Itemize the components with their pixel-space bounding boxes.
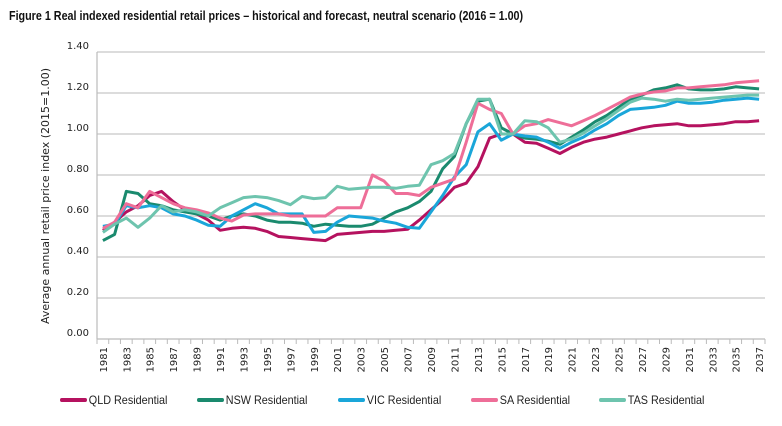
- x-tick-label: 2019: [544, 347, 555, 372]
- legend-swatch: [470, 398, 498, 402]
- x-axis-ticks: 1981 1983 1985 1987 1989 1991 1993 1995 1997 1999…: [96, 339, 766, 372]
- x-tick-label: 2031: [685, 347, 696, 372]
- x-tick-label: 2027: [638, 347, 649, 372]
- legend-swatch: [598, 398, 626, 402]
- x-tick-label: 2005: [380, 347, 391, 372]
- y-tick-label: 0.20: [67, 287, 89, 298]
- legend: QLD Residential NSW Residential VIC Reside…: [60, 393, 716, 407]
- series-line-tas-residential: [102, 93, 760, 234]
- legend-label: VIC Residential: [366, 393, 442, 407]
- x-tick-label: 2011: [450, 347, 461, 372]
- legend-item: QLD Residential: [60, 393, 167, 407]
- legend-item: NSW Residential: [197, 393, 308, 407]
- gridlines: [96, 51, 765, 340]
- x-tick-label: 1993: [239, 347, 250, 372]
- legend-swatch: [197, 398, 225, 402]
- legend-item: VIC Residential: [338, 393, 441, 407]
- legend-label: QLD Residential: [88, 393, 168, 407]
- x-tick-label: 2021: [568, 347, 579, 372]
- x-tick-label: 2003: [357, 347, 368, 372]
- legend-label: TAS Residential: [627, 393, 705, 407]
- x-tick-label: 1989: [193, 347, 204, 372]
- x-tick-label: 1987: [169, 347, 180, 372]
- x-tick-label: 2007: [404, 347, 415, 372]
- x-tick-label: 2035: [732, 347, 743, 372]
- y-axis-ticks: 0.00 0.20 0.40 0.60 0.80 1.00 1.20 1.40: [67, 41, 89, 339]
- legend-label: SA Residential: [499, 393, 570, 407]
- x-tick-label: 2023: [591, 347, 602, 372]
- x-tick-label: 2015: [497, 347, 508, 372]
- y-tick-label: 0.00: [67, 328, 89, 339]
- x-tick-label: 2013: [474, 347, 485, 372]
- x-tick-label: 1981: [99, 347, 110, 372]
- y-tick-label: 1.00: [67, 123, 89, 134]
- series-line-sa-residential: [102, 79, 760, 230]
- x-tick-label: 2017: [521, 347, 532, 372]
- x-tick-label: 1995: [263, 347, 274, 372]
- series-lines: [102, 79, 760, 243]
- chart-title: Figure 1 Real indexed residential retail…: [9, 9, 524, 23]
- y-tick-label: 0.60: [67, 205, 89, 216]
- x-tick-label: 2029: [661, 347, 672, 372]
- x-tick-label: 2037: [755, 347, 766, 372]
- x-tick-label: 1985: [146, 347, 157, 372]
- x-tick-label: 2001: [333, 347, 344, 372]
- legend-swatch: [60, 398, 87, 402]
- x-tick-label: 2009: [427, 347, 438, 372]
- y-tick-label: 1.20: [67, 82, 89, 93]
- x-tick-label: 1997: [286, 347, 297, 372]
- y-tick-label: 1.40: [67, 41, 89, 52]
- y-axis-label: Average annual retail price index (2015=…: [39, 68, 52, 324]
- x-tick-label: 1983: [122, 347, 133, 372]
- series-line-vic-residential: [102, 96, 760, 234]
- x-tick-label: 2033: [708, 347, 719, 372]
- legend-swatch: [338, 398, 366, 402]
- legend-item: SA Residential: [470, 393, 570, 407]
- legend-item: TAS Residential: [598, 393, 705, 407]
- x-tick-label: 2025: [615, 347, 626, 372]
- y-tick-label: 0.40: [67, 246, 89, 257]
- x-tick-label: 1999: [310, 347, 321, 372]
- y-tick-label: 0.80: [67, 164, 89, 175]
- x-tick-label: 1991: [216, 347, 227, 372]
- legend-label: NSW Residential: [226, 393, 308, 407]
